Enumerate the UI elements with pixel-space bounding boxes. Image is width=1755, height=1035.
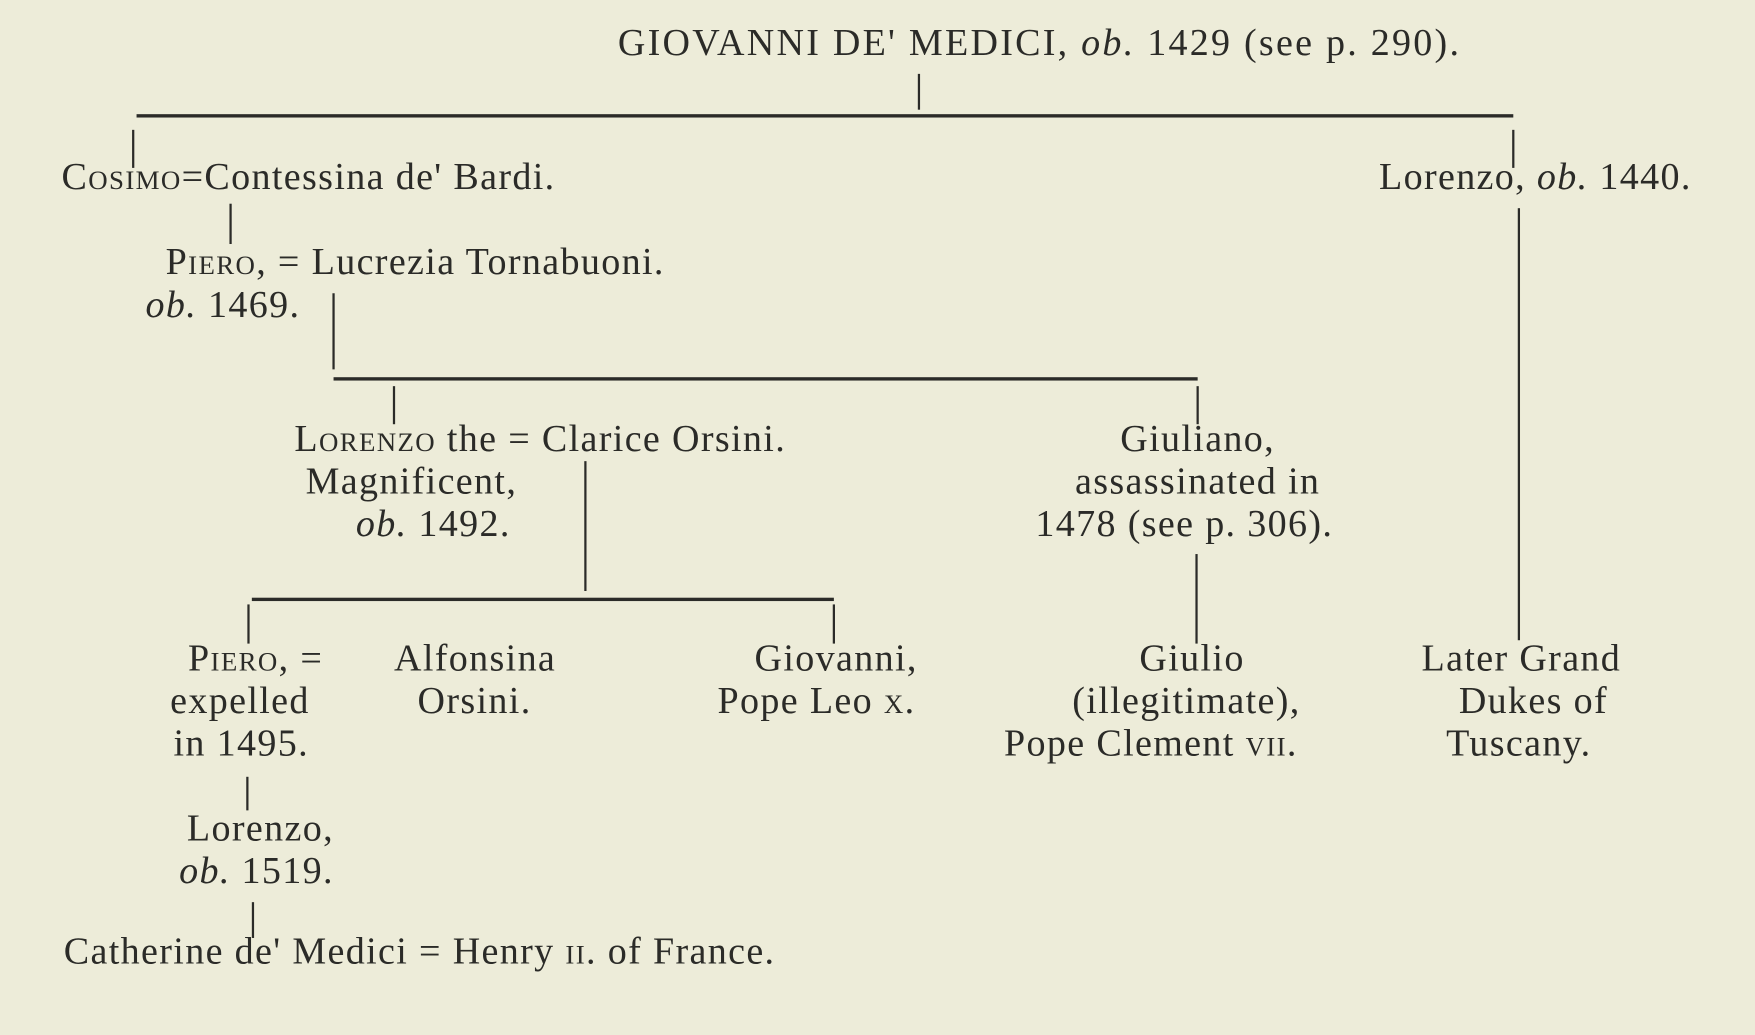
connector [917,73,921,110]
title-line: Pope Clement vii. [1004,725,1298,763]
marriage-sign: = [419,931,442,973]
spouse: Clarice Orsini. [541,418,787,461]
numeral: x. [883,680,916,722]
title: Pope Clement [1004,723,1235,765]
title-line: Pope Leo x. [717,680,916,722]
epithet-line: Magnificent, [305,461,518,503]
name: Lorenzo [294,418,436,461]
node-giovanni-de-medici: GIOVANNI DE' MEDICI, ob. 1429 (see p. 29… [617,22,1462,64]
ob: ob. [179,850,231,893]
note: (illegitimate), [1072,680,1301,722]
connector [1196,386,1199,425]
epithet: the [446,418,498,461]
node-lorenzo-1440: Lorenzo, ob. 1440. [1378,156,1692,199]
node-lorenzo-magnificent: Lorenzo the = Clarice Orsini. [294,418,787,461]
ob: ob. [145,284,198,326]
spouse: Lucrezia Tornabuoni. [311,241,665,284]
connector [1512,129,1515,168]
note: Tuscany. [1446,723,1592,765]
connector [584,461,587,591]
spouse: Alfonsina [393,638,557,680]
marriage-sign: = [181,156,205,199]
connector [132,129,135,168]
spouse: Henry [452,931,555,973]
ob: ob. [1536,156,1589,199]
connector [251,902,255,938]
ob: ob. [1081,22,1136,64]
note: expelled [170,680,310,722]
death-line: ob. 1492. [355,503,511,546]
connector [229,203,232,245]
node-piero-1495: Piero, = [188,640,323,678]
connector [1195,554,1198,644]
giuliano-note: assassinated in [1075,461,1321,503]
year: 1492. [418,503,511,546]
giuliano-note: 1478 (see p. 306). [1035,503,1334,546]
node-lorenzo-1519: Lorenzo, [186,808,334,850]
node-giuliano: Giuliano, [1120,418,1276,461]
year: 1440. [1599,156,1692,199]
connector [392,386,396,425]
connector [246,776,249,811]
ob: ob. [355,503,408,546]
year: 1519. [241,850,334,893]
numeral: ii. [565,931,597,973]
year: 1469. [207,284,301,326]
name: Cosimo [61,156,182,199]
title: Pope Leo [717,680,874,722]
numeral: vii. [1245,723,1298,765]
marriage-sign: = [508,418,532,461]
node-giulio: Giulio [1139,638,1245,680]
spouse-title: of France. [607,931,776,973]
node-giovanni-leo-x: Giovanni, [754,638,918,680]
note: in 1495. [173,723,309,765]
connector [251,597,834,601]
node-piero-1469: Piero, = Lucrezia Tornabuoni. [165,241,665,284]
spouse: Contessina de' Bardi. [204,156,556,199]
name: Lorenzo, [1378,156,1527,199]
name: GIOVANNI DE' MEDICI, [617,22,1070,64]
connector [247,604,250,644]
note: Dukes of [1458,680,1609,722]
death-line: ob. 1519. [179,850,334,893]
marriage-sign: = [300,638,324,680]
name: Catherine de' Medici [63,931,409,973]
node-grand-dukes: Later Grand [1421,638,1622,680]
connector [136,114,1514,117]
connector [333,377,1198,381]
name: Piero, [165,241,268,284]
dates: 1429 (see p. 290). [1147,22,1462,64]
node-piero-1469-death: ob. 1469. [145,284,301,326]
name: Piero, [188,638,290,680]
node-catherine: Catherine de' Medici = Henry ii. of Fran… [64,933,776,971]
connector [832,604,835,644]
connector [332,293,335,370]
marriage-sign: = [277,241,301,284]
connector [1517,208,1521,641]
spouse: Orsini. [417,680,532,722]
node-cosimo: Cosimo=Contessina de' Bardi. [61,156,556,199]
